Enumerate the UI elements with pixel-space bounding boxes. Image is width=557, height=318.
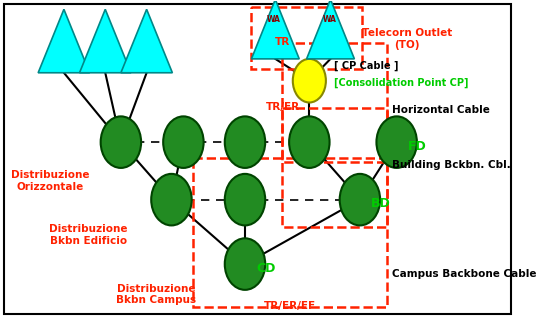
Polygon shape <box>306 0 354 59</box>
Polygon shape <box>251 0 299 59</box>
Ellipse shape <box>163 116 204 168</box>
Bar <box>282 108 388 227</box>
Text: BD: BD <box>371 197 390 210</box>
Ellipse shape <box>289 116 330 168</box>
Text: CD: CD <box>256 261 275 274</box>
Text: WA: WA <box>323 15 336 24</box>
Bar <box>282 43 388 162</box>
Ellipse shape <box>377 116 417 168</box>
Text: TR/ER: TR/ER <box>266 102 300 112</box>
Polygon shape <box>38 9 90 73</box>
Polygon shape <box>80 9 131 73</box>
Text: FD: FD <box>408 140 427 153</box>
Text: Building Bckbn. Cbl.: Building Bckbn. Cbl. <box>392 160 511 170</box>
Text: Horizontal Cable: Horizontal Cable <box>392 106 490 115</box>
Ellipse shape <box>101 116 141 168</box>
Ellipse shape <box>293 59 326 102</box>
Text: TR: TR <box>275 37 290 47</box>
Ellipse shape <box>152 174 192 225</box>
Text: TR/ER/EF: TR/ER/EF <box>264 301 316 311</box>
Text: Distribuzione
Bkbn Edificio: Distribuzione Bkbn Edificio <box>50 225 128 246</box>
Bar <box>193 158 388 307</box>
Ellipse shape <box>340 174 380 225</box>
Text: Distribuzione
Bkbn Campus: Distribuzione Bkbn Campus <box>116 284 196 306</box>
Ellipse shape <box>225 174 265 225</box>
Bar <box>251 7 361 69</box>
Text: WA: WA <box>267 15 280 24</box>
Text: [ CP Cable ]: [ CP Cable ] <box>334 61 399 71</box>
Text: Telecorn Outlet
(TO): Telecorn Outlet (TO) <box>361 28 452 50</box>
Polygon shape <box>121 9 172 73</box>
Text: [Consolidation Point CP]: [Consolidation Point CP] <box>334 78 468 88</box>
Text: Distribuzione
Orizzontale: Distribuzione Orizzontale <box>11 170 89 191</box>
Ellipse shape <box>225 238 265 290</box>
Text: Campus Backbone Cable: Campus Backbone Cable <box>392 269 536 279</box>
Ellipse shape <box>225 116 265 168</box>
